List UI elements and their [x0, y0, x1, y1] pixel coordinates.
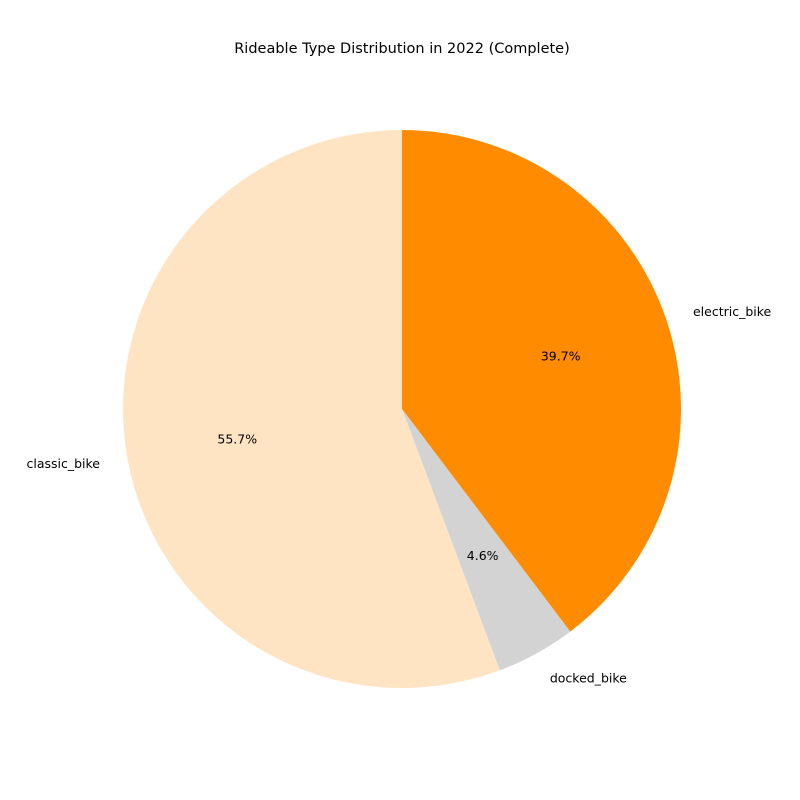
pie-slice-docked-bike — [402, 409, 571, 671]
slice-label-classic-bike: classic_bike — [26, 456, 100, 471]
slice-label-docked-bike: docked_bike — [550, 670, 627, 685]
slice-label-electric-bike: electric_bike — [693, 304, 772, 319]
slice-percent-docked-bike: 4.6% — [467, 548, 499, 563]
pie-slices — [123, 130, 681, 688]
pie-labels: electric_bike 39.7% docked_bike 4.6% classic… — [26, 304, 771, 686]
pie-slice-electric-bike — [402, 130, 681, 632]
slice-percent-electric-bike: 39.7% — [541, 348, 581, 363]
pie-slice-classic-bike — [123, 130, 500, 688]
slice-percent-classic-bike: 55.7% — [217, 431, 257, 446]
chart-title: Rideable Type Distribution in 2022 (Comp… — [234, 41, 570, 57]
